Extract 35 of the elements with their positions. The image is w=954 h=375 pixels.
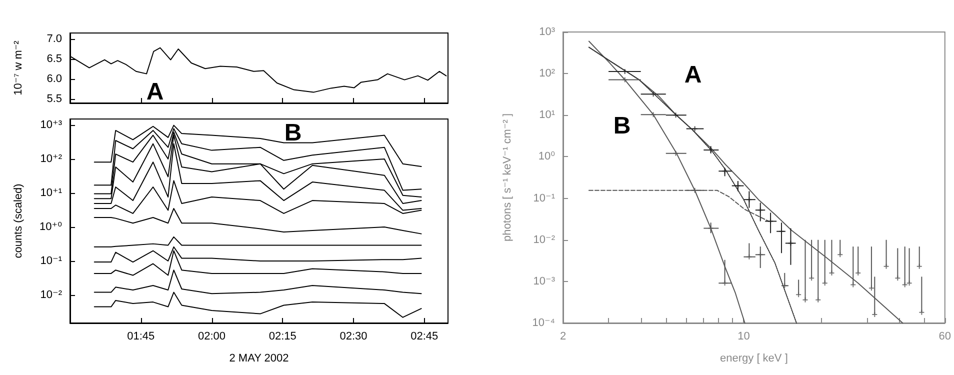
annotation: B (613, 112, 631, 140)
x-tick-label: 02:15 (268, 330, 296, 342)
x-tick-label: 2 (560, 330, 566, 342)
y-axis-title: 10⁻⁷ w m⁻² (12, 40, 24, 96)
y-tick-label: 5.5 (46, 93, 62, 105)
y-axis-title: photons [ s⁻¹ keV⁻¹ cm⁻² ] (502, 113, 514, 242)
y-tick-label: 10⁻² (533, 234, 556, 246)
y-tick-label: 6.0 (46, 73, 62, 85)
y-tick-label: 7.0 (46, 33, 62, 45)
y-tick-label: 10⁻² (40, 288, 62, 301)
y-tick-label: 10² (539, 68, 556, 80)
y-tick-label: 6.5 (46, 53, 62, 65)
y-tick-label: 10⁻³ (533, 275, 556, 288)
x-tick-label: 02:00 (198, 330, 226, 342)
x-tick-label: 02:45 (410, 330, 438, 342)
annotation: A (146, 78, 164, 106)
y-axis-title: counts (scaled) (12, 184, 24, 258)
x-tick-label: 60 (938, 330, 952, 342)
x-tick-label: 10 (738, 330, 750, 342)
y-tick-label: 10⁺³ (40, 118, 62, 131)
y-tick-label: 10⁻¹ (40, 254, 62, 267)
x-tick-label: 02:30 (340, 330, 368, 342)
y-tick-label: 10⁰ (538, 150, 556, 163)
y-tick-label: 10⁺¹ (40, 186, 62, 199)
y-tick-label: 10⁺² (40, 152, 62, 165)
x-axis-title: 2 MAY 2002 (229, 352, 289, 364)
x-axis-title: energy [ keV ] (720, 352, 788, 364)
annotation: A (684, 62, 702, 88)
x-tick-label: 01:45 (127, 330, 155, 342)
annotation: B (284, 120, 302, 146)
y-tick-label: 10⁻¹ (533, 192, 556, 204)
y-tick-label: 10⁻⁴ (532, 317, 556, 329)
y-tick-label: 10¹ (539, 109, 556, 122)
y-tick-label: 10³ (539, 26, 556, 38)
y-tick-label: 10⁺⁰ (40, 220, 63, 233)
